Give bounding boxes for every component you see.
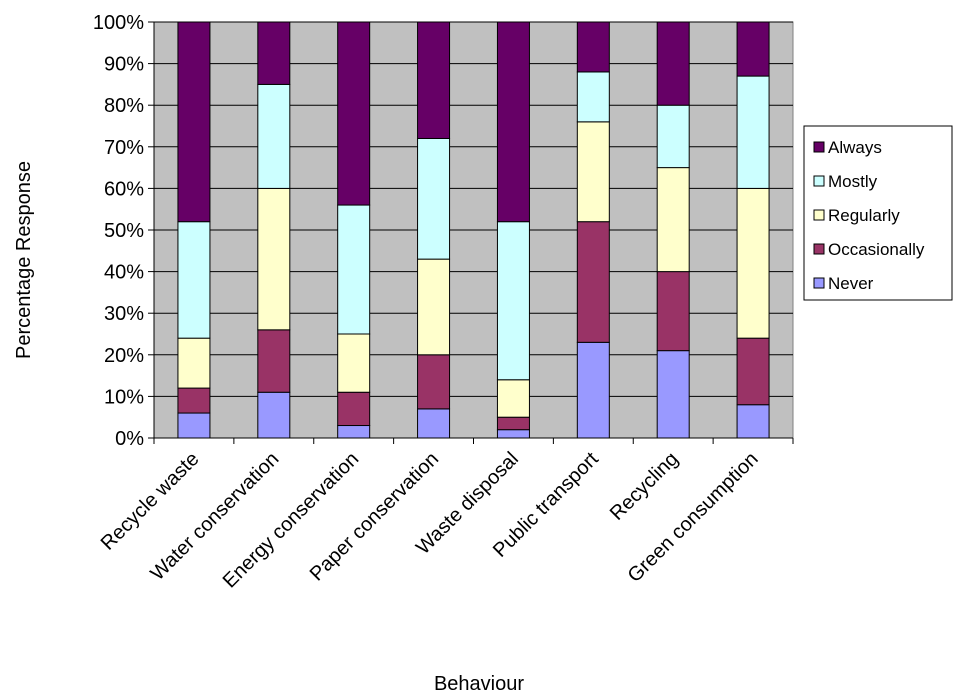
bar-segment-occasionally — [257, 329, 291, 393]
y-tick-label: 30% — [104, 303, 144, 325]
legend-label: Mostly — [828, 172, 878, 191]
bar-segment-occasionally — [417, 354, 451, 410]
bar-segment-occasionally — [177, 387, 211, 414]
y-axis-title: Percentage Response — [13, 161, 35, 359]
y-tick-labels: 0% 10% 20% 30% 40% 50% 60% 70% 80% 90% 100% — [93, 12, 144, 450]
legend-swatch — [813, 243, 825, 255]
legend-swatch — [813, 277, 825, 289]
bar-segment-mostly — [496, 221, 530, 381]
bar-segment-regularly — [257, 187, 291, 331]
legend-item-never: Never — [813, 274, 874, 293]
y-tick-label: 80% — [104, 95, 144, 117]
bar-segment-always — [177, 21, 211, 223]
bar-segment-always — [257, 21, 291, 85]
legend-item-always: Always — [813, 138, 882, 157]
legend-label: Regularly — [828, 206, 900, 225]
bar-stack — [576, 21, 610, 439]
x-tick-label: Recycling — [606, 448, 683, 525]
x-tick-label: Green consumption — [624, 448, 763, 587]
bar-segment-always — [337, 21, 371, 206]
y-tick-label: 60% — [104, 178, 144, 200]
bar-stack — [337, 21, 371, 439]
bar-stack — [496, 21, 530, 439]
legend-swatch — [813, 209, 825, 221]
bar-segment-regularly — [337, 333, 371, 393]
bar-segment-occasionally — [496, 416, 530, 431]
bar-segment-mostly — [177, 221, 211, 339]
axes — [148, 21, 794, 444]
y-tick-label: 70% — [104, 137, 144, 159]
y-tick-label: 40% — [104, 262, 144, 284]
bar-segment-regularly — [177, 337, 211, 389]
bar-segment-regularly — [417, 258, 451, 356]
bar-segment-occasionally — [576, 221, 610, 343]
legend-swatch — [813, 175, 825, 187]
legend-item-mostly: Mostly — [813, 172, 878, 191]
bar-segment-occasionally — [736, 337, 770, 406]
bar-segment-occasionally — [337, 391, 371, 427]
y-tick-label: 10% — [104, 386, 144, 408]
bar-segment-always — [417, 21, 451, 139]
bar-segment-regularly — [736, 187, 770, 339]
bar-stack — [177, 21, 211, 439]
bar-segment-always — [576, 21, 610, 73]
bar-segment-never — [177, 412, 211, 439]
bar-segment-mostly — [736, 75, 770, 189]
legend-swatch — [813, 141, 825, 153]
x-tick-label: Energy conservation — [219, 448, 363, 592]
bar-segment-always — [736, 21, 770, 77]
legend-label: Never — [828, 274, 874, 293]
bar-stack — [257, 21, 291, 439]
bars — [177, 21, 770, 439]
bar-stack — [736, 21, 770, 439]
bar-stack — [417, 21, 451, 439]
bar-segment-never — [257, 391, 291, 439]
y-tick-label: 90% — [104, 54, 144, 76]
y-tick-label: 20% — [104, 345, 144, 367]
bar-segment-always — [496, 21, 530, 223]
y-tick-label: 50% — [104, 220, 144, 242]
bar-segment-never — [337, 425, 371, 439]
bar-segment-mostly — [576, 71, 610, 123]
bar-segment-never — [656, 350, 690, 439]
bar-segment-never — [576, 341, 610, 439]
bar-segment-never — [417, 408, 451, 439]
bar-segment-never — [496, 429, 530, 439]
bar-segment-occasionally — [656, 271, 690, 352]
legend-label: Occasionally — [828, 240, 925, 259]
bar-segment-mostly — [656, 104, 690, 169]
legend-label: Always — [828, 138, 882, 157]
y-tick-label: 0% — [115, 428, 144, 450]
x-axis-title: Behaviour — [434, 673, 524, 693]
bar-segment-regularly — [496, 379, 530, 418]
legend-item-occasionally: Occasionally — [813, 240, 925, 259]
y-tick-label: 100% — [93, 12, 144, 34]
bar-segment-mostly — [417, 137, 451, 260]
bar-segment-regularly — [576, 121, 610, 223]
bar-stack — [656, 21, 690, 439]
bar-segment-always — [656, 21, 690, 106]
legend-box — [803, 125, 953, 301]
bar-segment-never — [736, 404, 770, 439]
legend: Always Mostly Regularly Occasionally Never — [803, 125, 953, 301]
bar-segment-mostly — [337, 204, 371, 335]
legend-item-regularly: Regularly — [813, 206, 900, 225]
bar-segment-regularly — [656, 167, 690, 273]
bar-segment-mostly — [257, 83, 291, 189]
